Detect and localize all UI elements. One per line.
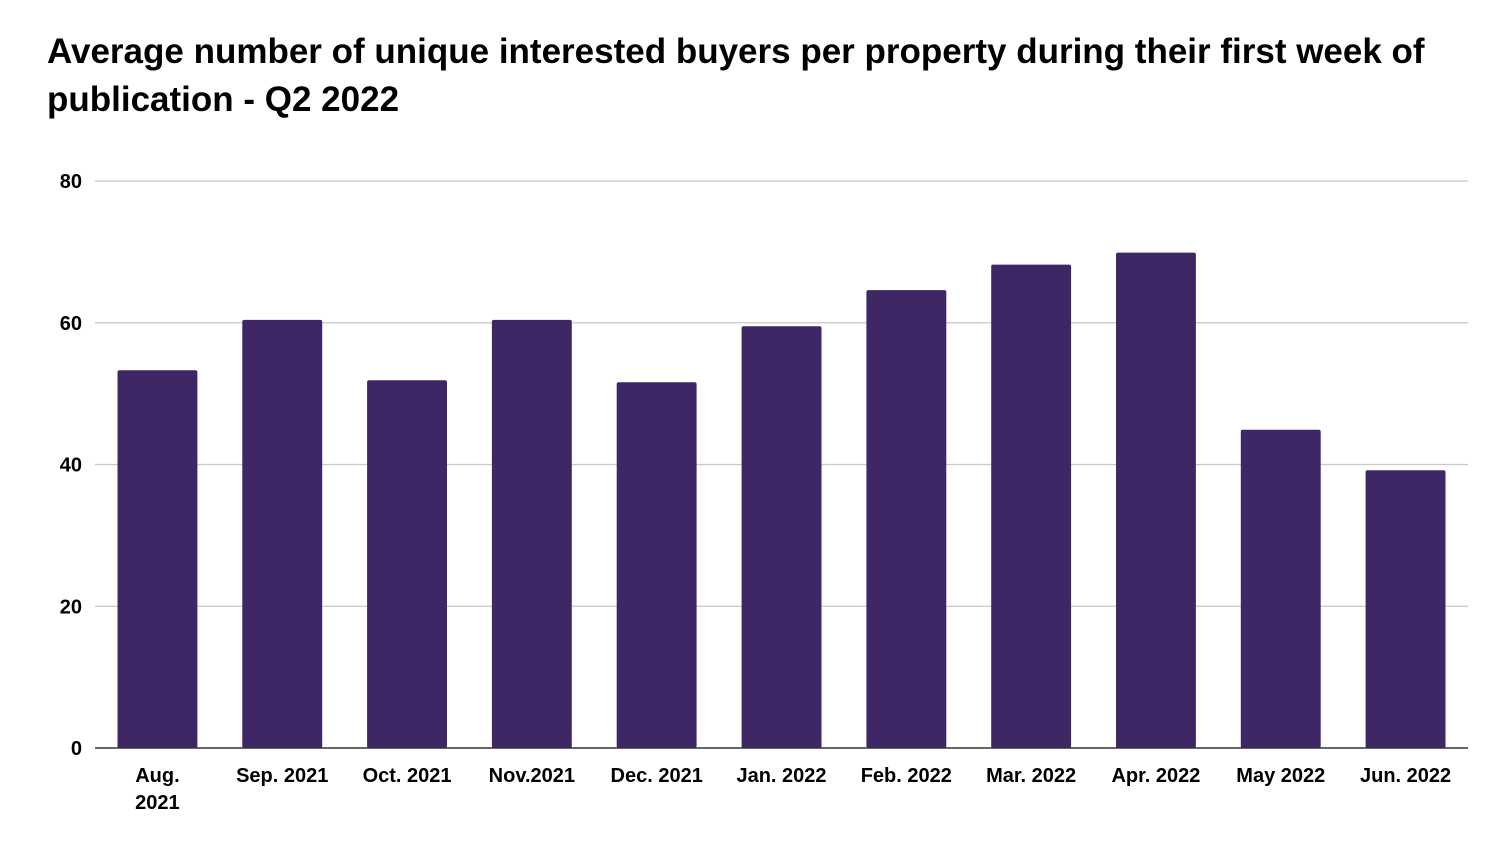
x-tick-label-8: Apr. 2022: [1111, 765, 1200, 787]
x-tick-label-5: Jan. 2022: [736, 765, 826, 787]
bar-8: [1116, 252, 1196, 748]
bar-6: [866, 290, 947, 748]
y-tick-label-20: 20: [60, 596, 82, 618]
x-tick-label-3: Nov.2021: [489, 765, 575, 787]
x-tick-label-10-line-0: Jun. 2022: [1360, 765, 1451, 787]
x-tick-label-1: Sep. 2021: [236, 765, 328, 787]
bar-10: [1365, 470, 1446, 748]
x-tick-label-5-line-0: Jan. 2022: [736, 765, 826, 787]
x-tick-label-4-line-0: Dec. 2021: [611, 765, 703, 787]
x-tick-label-0-line-1: 2021: [135, 792, 180, 814]
bar-2: [367, 380, 447, 748]
y-tick-label-60: 60: [60, 313, 82, 335]
x-tick-label-6-line-0: Feb. 2022: [861, 765, 952, 787]
x-tick-label-3-line-0: Nov.2021: [489, 765, 575, 787]
x-tick-label-9-line-0: May 2022: [1236, 765, 1325, 787]
bar-5: [741, 326, 822, 748]
x-tick-label-10: Jun. 2022: [1360, 765, 1451, 787]
x-tick-label-0: Aug. 2021: [135, 765, 180, 814]
x-tick-label-7: Mar. 2022: [986, 765, 1076, 787]
bar-9: [1240, 429, 1321, 748]
bar-7: [991, 264, 1072, 748]
bar-1: [242, 319, 323, 748]
x-tick-label-6: Feb. 2022: [861, 765, 952, 787]
bar-0: [117, 370, 198, 748]
x-tick-label-9: May 2022: [1236, 765, 1325, 787]
x-tick-label-4: Dec. 2021: [611, 765, 703, 787]
y-tick-label-0: 0: [71, 738, 82, 760]
bar-4: [616, 382, 697, 748]
y-tick-label-40: 40: [60, 455, 82, 477]
x-tick-label-8-line-0: Apr. 2022: [1111, 765, 1200, 787]
y-tick-label-80: 80: [60, 171, 82, 193]
chart-title: Average number of unique interested buye…: [47, 32, 1425, 119]
x-tick-label-1-line-0: Sep. 2021: [236, 765, 328, 787]
x-tick-label-2: Oct. 2021: [363, 765, 452, 787]
x-tick-label-0-line-0: Aug.: [135, 765, 179, 787]
x-tick-label-7-line-0: Mar. 2022: [986, 765, 1076, 787]
x-tick-label-2-line-0: Oct. 2021: [363, 765, 452, 787]
bar-3: [491, 319, 572, 748]
